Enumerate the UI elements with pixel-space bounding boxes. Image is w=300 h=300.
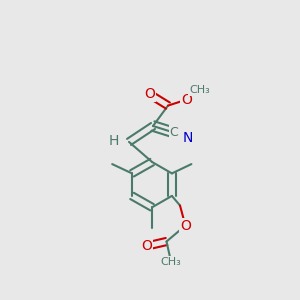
Text: CH₃: CH₃ (189, 85, 210, 95)
Text: O: O (142, 239, 152, 253)
Text: O: O (181, 93, 192, 106)
Text: O: O (180, 219, 191, 232)
Text: N: N (182, 131, 193, 145)
Text: C: C (169, 126, 178, 139)
Text: O: O (145, 88, 155, 101)
Text: H: H (108, 134, 118, 148)
Text: CH₃: CH₃ (160, 256, 182, 267)
